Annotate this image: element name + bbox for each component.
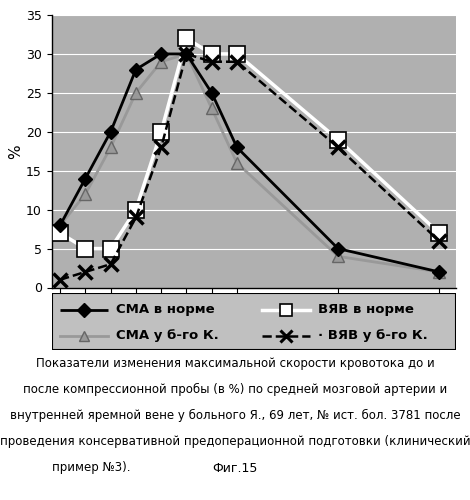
Text: внутренней яремной вене у больного Я., 69 лет, № ист. бол. 3781 после: внутренней яремной вене у больного Я., 6… [10,410,460,422]
Text: ВЯВ в норме: ВЯВ в норме [319,303,415,316]
Text: после компрессионной пробы (в %) по средней мозговой артерии и: после компрессионной пробы (в %) по сред… [23,384,447,396]
Text: СМА в норме: СМА в норме [117,303,215,316]
Text: · ВЯВ у б-го К.: · ВЯВ у б-го К. [319,329,428,342]
Text: СМА у б-го К.: СМА у б-го К. [117,329,219,342]
Text: пример №3).: пример №3). [52,462,130,474]
Text: Показатели изменения максимальной скорости кровотока до и: Показатели изменения максимальной скорос… [36,358,434,370]
X-axis label: Секунды: Секунды [218,316,290,330]
Text: Фиг.15: Фиг.15 [212,462,258,474]
Y-axis label: %: % [8,144,24,158]
Text: проведения консервативной предоперационной подготовки (клинический: проведения консервативной предоперационн… [0,436,470,448]
